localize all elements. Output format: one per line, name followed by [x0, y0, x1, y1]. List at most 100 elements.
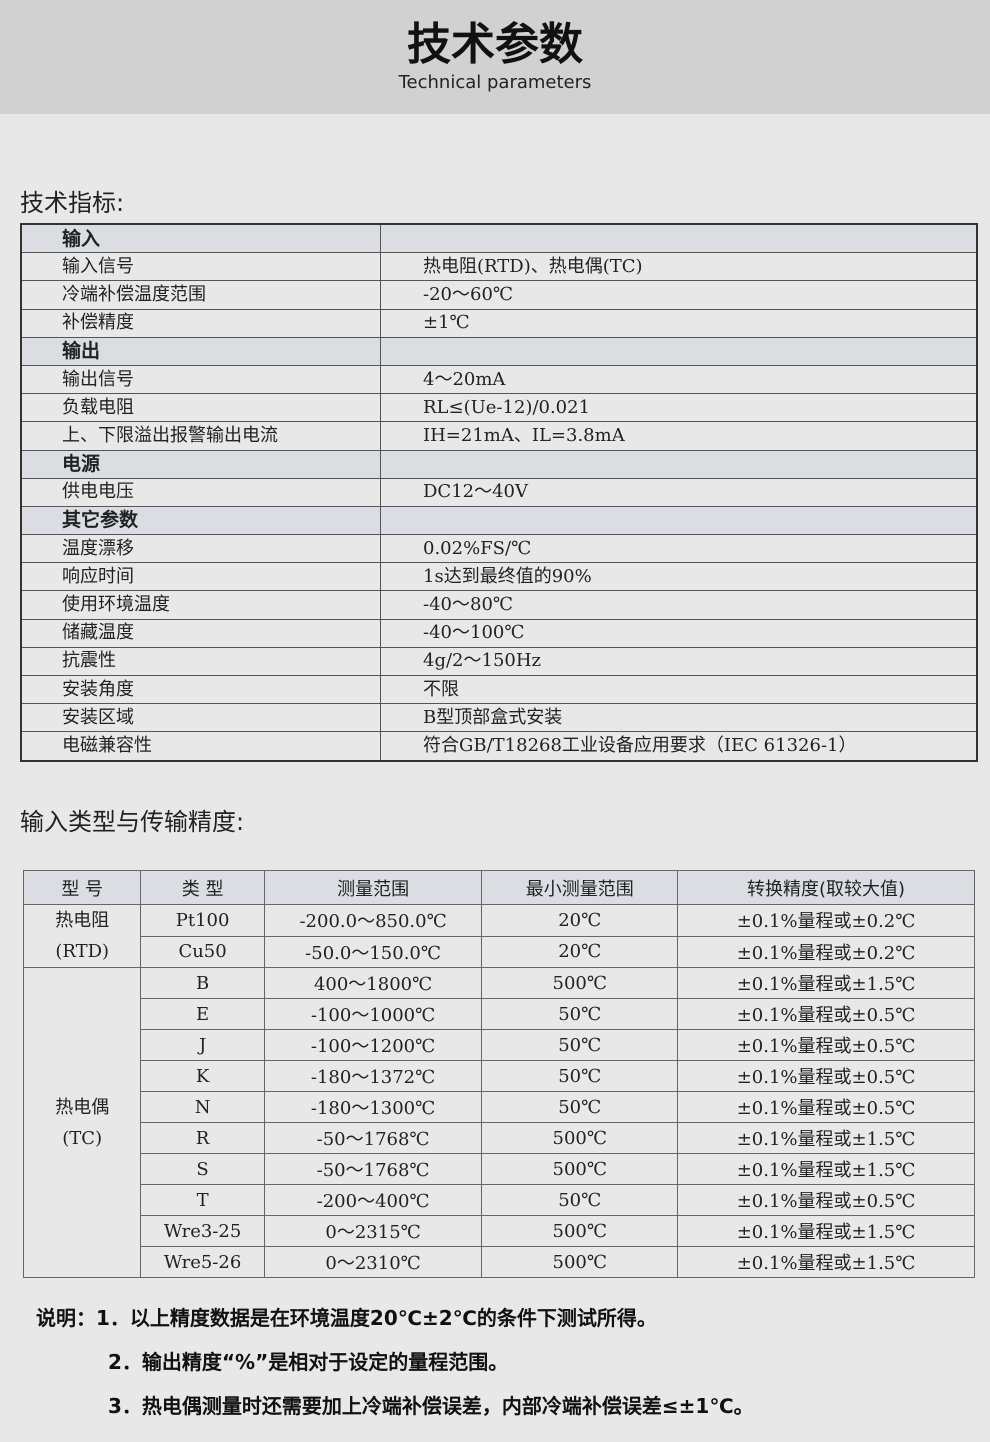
spec-value: RL≤(Ue-12)/0.021	[380, 393, 978, 423]
spec-value: 热电阻(RTD)、热电偶(TC)	[380, 252, 978, 282]
spec-key: 输入	[20, 223, 381, 254]
table-cell: ±0.1%量程或±0.5℃	[677, 1029, 975, 1061]
table-cell: J	[140, 1029, 265, 1061]
table-row: 热电偶 (TC) B 400～1800℃ 500℃ ±0.1%量程或±1.5℃	[22, 967, 975, 1278]
table-cell: ±0.1%量程或±0.5℃	[677, 1091, 975, 1123]
spec-key: 冷端补偿温度范围	[20, 280, 381, 310]
table-row: Cu50 -50.0～150.0℃ 20℃ ±0.1%量程或±0.2℃	[24, 935, 975, 968]
spec-key: 抗震性	[20, 646, 381, 677]
notes-label: 说明：	[36, 1306, 96, 1330]
table-cell: 500℃	[481, 1122, 679, 1154]
table-row: K -180～1372℃ 50℃ ±0.1%量程或±0.5℃	[24, 1060, 975, 1092]
table-cell: 20℃	[481, 935, 679, 968]
spec-group-row: 输出	[20, 336, 978, 366]
spec-value: 0.02%FS/℃	[380, 534, 978, 564]
table-cell: ±0.1%量程或±0.5℃	[677, 998, 975, 1030]
spec-value: IH=21mA、IL=3.8mA	[380, 421, 978, 451]
spec-value	[380, 336, 978, 366]
spec-key: 电源	[20, 449, 381, 479]
spec-value	[380, 449, 978, 479]
spec-key: 输入信号	[20, 252, 381, 282]
spec-value: 1s达到最终值的90%	[380, 562, 978, 592]
note-item: 2．输出精度“%”是相对于设定的量程范围。	[108, 1350, 509, 1374]
note-item: 3．热电偶测量时还需要加上冷端补偿误差，内部冷端补偿误差≤±1℃。	[108, 1394, 754, 1418]
table-row: E -100～1000℃ 50℃ ±0.1%量程或±0.5℃	[24, 998, 975, 1030]
table-cell: S	[140, 1153, 265, 1185]
spec-group-row: 其它参数	[20, 505, 978, 536]
spec-key: 安装角度	[20, 674, 381, 705]
spec-row: 响应时间 1s达到最终值的90%	[20, 562, 978, 592]
spec-value: -20～60℃	[380, 280, 978, 310]
column-header: 型 号	[22, 870, 142, 905]
spec-row: 安装区域 B型顶部盒式安装	[20, 703, 978, 733]
table-cell: 500℃	[481, 967, 679, 999]
table-cell: -200～400℃	[263, 1184, 483, 1216]
accuracy-table: 型 号类 型测量范围 最小测量范围 转换精度(取较大值) 热电阻 (RTD) Pt100-…	[22, 870, 975, 1278]
spec-row: 输入信号 热电阻(RTD)、热电偶(TC)	[20, 252, 978, 282]
table-cell: Wre5-26	[140, 1246, 265, 1278]
spec-group-row: 输入	[20, 223, 978, 254]
spec-value: 4～20mA	[380, 364, 978, 395]
spec-key: 电磁兼容性	[20, 731, 381, 762]
table-cell: -200.0～850.0℃	[263, 904, 483, 937]
table-row: J -100～1200℃ 50℃ ±0.1%量程或±0.5℃	[24, 1029, 975, 1061]
spec-key: 温度漂移	[20, 534, 381, 564]
table-cell: R	[140, 1122, 265, 1154]
table-row: N -180～1300℃ 50℃ ±0.1%量程或±0.5℃	[24, 1091, 975, 1123]
table-cell: ±0.1%量程或±1.5℃	[677, 1215, 975, 1247]
table-cell: -180～1372℃	[263, 1060, 483, 1092]
group-cell: 热电阻 (RTD)	[22, 904, 142, 968]
page-subtitle: Technical parameters	[398, 72, 592, 93]
table-cell: 500℃	[481, 1153, 679, 1185]
table-cell: ±0.1%量程或±1.5℃	[677, 1246, 975, 1278]
group-name: 热电偶	[55, 1096, 110, 1118]
spec-value: B型顶部盒式安装	[380, 703, 978, 733]
table-cell: T	[140, 1184, 265, 1216]
table-cell: N	[140, 1091, 265, 1123]
table-row: R -50～1768℃ 500℃ ±0.1%量程或±1.5℃	[24, 1122, 975, 1154]
spec-row: 补偿精度 ±1℃	[20, 308, 978, 338]
spec-key: 响应时间	[20, 562, 381, 592]
table-row: 热电阻 (RTD) Pt100 -200.0～850.0℃ 20℃ ±0.1%量程或±0.…	[22, 904, 975, 968]
spec-row: 储藏温度 -40～100℃	[20, 618, 978, 648]
table-cell: 500℃	[481, 1215, 679, 1247]
table-cell: 50℃	[481, 1060, 679, 1092]
table-cell: 500℃	[481, 1246, 679, 1278]
table-cell: ±0.1%量程或±1.5℃	[677, 1153, 975, 1185]
table-cell: -50～1768℃	[263, 1122, 483, 1154]
table-cell: 50℃	[481, 998, 679, 1030]
group-sub: (TC)	[62, 1127, 103, 1149]
spec-row: 冷端补偿温度范围 -20～60℃	[20, 280, 978, 310]
spec-table: 输入 输入信号 热电阻(RTD)、热电偶(TC) 冷端补偿温度范围 -20～60℃ 补偿精…	[20, 223, 978, 762]
spec-value: 符合GB/T18268工业设备应用要求（IEC 61326-1）	[380, 731, 978, 762]
table-cell: ±0.1%量程或±0.5℃	[677, 1060, 975, 1092]
column-header: 最小测量范围	[481, 870, 679, 905]
spec-key: 输出信号	[20, 364, 381, 395]
spec-row: 负载电阻 RL≤(Ue-12)/0.021	[20, 393, 978, 423]
group-cell: 热电偶 (TC)	[22, 967, 142, 1278]
spec-value: 不限	[380, 674, 978, 705]
table-cell: B	[140, 967, 265, 999]
table-cell: Wre3-25	[140, 1215, 265, 1247]
spec-value: -40～100℃	[380, 618, 978, 648]
table-cell: 50℃	[481, 1091, 679, 1123]
table-cell: 0～2310℃	[263, 1246, 483, 1278]
table-cell: K	[140, 1060, 265, 1092]
spec-row: 温度漂移 0.02%FS/℃	[20, 534, 978, 564]
spec-value: -40～80℃	[380, 590, 978, 620]
table-cell: ±0.1%量程或±1.5℃	[677, 967, 975, 999]
spec-value	[380, 505, 978, 536]
spec-key: 负载电阻	[20, 393, 381, 423]
spec-key: 其它参数	[20, 505, 381, 536]
spec-key: 使用环境温度	[20, 590, 381, 620]
page-header: 技术参数 Technical parameters	[0, 0, 990, 114]
table-cell: -100～1000℃	[263, 998, 483, 1030]
table-cell: ±0.1%量程或±0.2℃	[677, 904, 975, 937]
spec-key: 供电电压	[20, 477, 381, 507]
table-cell: ±0.1%量程或±0.5℃	[677, 1184, 975, 1216]
spec-group-row: 电源	[20, 449, 978, 479]
spec-section-title: 技术指标:	[20, 189, 125, 217]
table-cell: ±0.1%量程或±1.5℃	[677, 1122, 975, 1154]
spec-row: 抗震性 4g/2～150Hz	[20, 646, 978, 677]
page-title: 技术参数	[407, 19, 583, 70]
